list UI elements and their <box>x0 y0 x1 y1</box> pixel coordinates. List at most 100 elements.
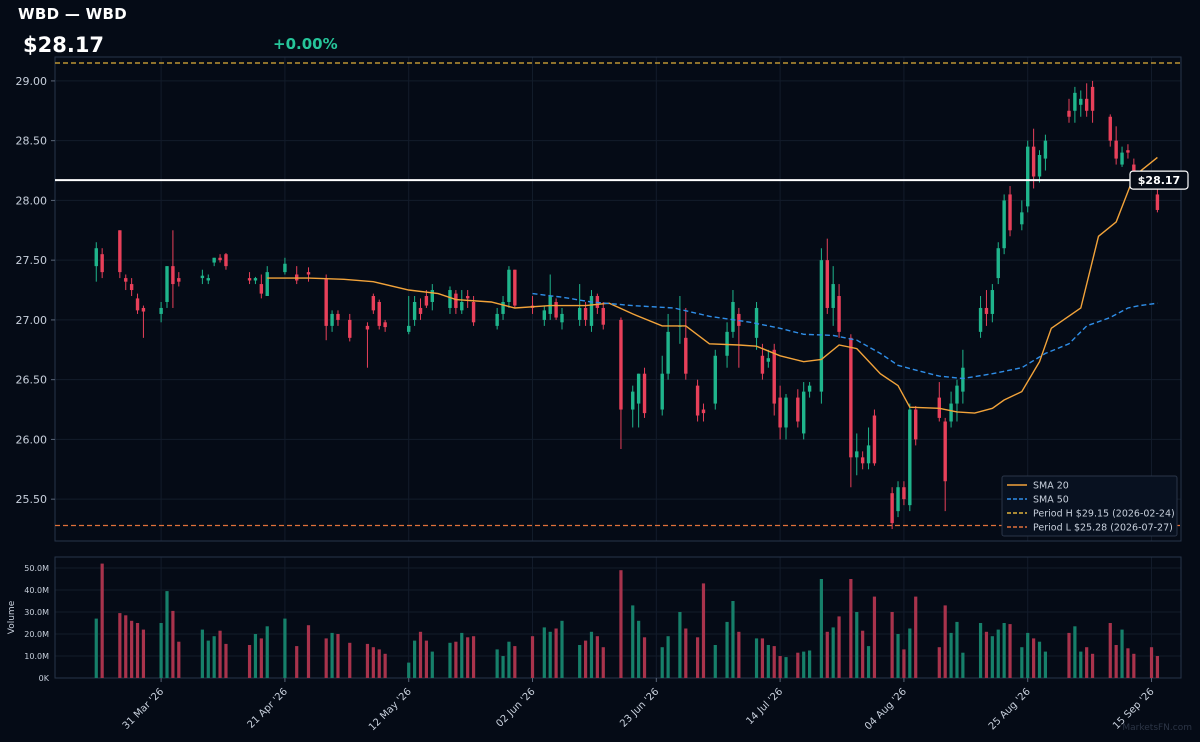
candle-body <box>247 278 252 281</box>
candle-body <box>1120 152 1124 165</box>
legend-label: Period H $29.15 (2026-02-24) <box>1033 509 1175 520</box>
candle-body <box>778 397 782 428</box>
volume-bar <box>1067 632 1071 678</box>
candle-body <box>348 319 352 338</box>
volume-bar <box>802 651 806 678</box>
price-tick-label: 28.50 <box>16 135 48 148</box>
candle-body <box>961 367 965 392</box>
volume-bar <box>141 629 146 678</box>
candle-body <box>253 278 258 281</box>
candle-body <box>825 260 829 308</box>
candle-body <box>165 266 169 302</box>
volume-bar <box>589 631 594 678</box>
candle-body <box>636 373 641 404</box>
volume-bar <box>1002 623 1006 678</box>
volume-bar <box>130 620 134 678</box>
candle-body <box>1079 98 1083 105</box>
volume-axis-label: Volume <box>7 600 17 634</box>
volume-bar <box>914 596 918 678</box>
volume-bar <box>177 641 181 678</box>
volume-tick-label: 40.0M <box>24 586 49 595</box>
volume-bar <box>1126 648 1130 678</box>
price-tick-label: 28.00 <box>16 194 48 207</box>
volume-bar <box>513 646 517 678</box>
volume-bar <box>124 615 128 678</box>
candle-body <box>695 385 700 416</box>
volume-bar <box>1090 653 1095 678</box>
volume-bar <box>224 643 228 678</box>
candle-body <box>631 391 635 410</box>
candle-body <box>542 310 547 320</box>
candle-body <box>943 421 947 482</box>
candle-body <box>784 397 788 428</box>
volume-bar <box>660 647 664 678</box>
candle-body <box>377 301 381 326</box>
legend-label: Period L $25.28 (2026-07-27) <box>1033 523 1173 534</box>
volume-bar <box>1079 651 1083 678</box>
candle-body <box>802 391 806 434</box>
volume-bar <box>902 649 906 678</box>
volume-bar <box>731 601 735 678</box>
candle-body <box>601 307 605 325</box>
candle-body <box>159 307 163 314</box>
candle-body <box>507 269 511 302</box>
grid-layer <box>55 57 1181 679</box>
volume-bar <box>1155 656 1160 678</box>
candle-body <box>766 358 771 362</box>
candle-body <box>135 298 140 311</box>
volume-bar <box>247 645 252 678</box>
volume-tick-label: 50.0M <box>24 564 49 573</box>
x-tick-label: 02 Jun '26 <box>494 686 537 729</box>
candle-body <box>896 487 900 512</box>
candle-body <box>1067 110 1071 117</box>
volume-bar <box>855 612 859 678</box>
candle-body <box>660 373 664 410</box>
volume-bar <box>849 579 853 678</box>
last-price-tag <box>1129 170 1189 190</box>
candle-body <box>454 293 458 308</box>
volume-bar <box>772 646 776 678</box>
volume-bar <box>501 656 505 678</box>
candle-body <box>1114 140 1118 159</box>
candle-body <box>577 307 582 320</box>
volume-bar <box>943 605 947 678</box>
candle-body <box>118 230 122 273</box>
volume-bar <box>796 652 800 678</box>
volume-bar <box>937 647 941 678</box>
volume-bar <box>306 625 311 678</box>
candle-body <box>837 296 841 332</box>
candle-body <box>471 301 476 323</box>
candle-body <box>866 445 871 464</box>
volume-bar <box>495 649 499 678</box>
volume-bar <box>1073 626 1077 678</box>
candle-body <box>978 307 983 332</box>
volume-bar <box>1114 645 1118 678</box>
volume-bar <box>324 638 328 678</box>
candle-body <box>1126 150 1130 153</box>
candle-body <box>560 313 564 323</box>
candle-body <box>1155 194 1160 210</box>
candle-body <box>324 278 328 326</box>
volume-bar <box>1120 629 1124 678</box>
candle-body <box>129 284 134 291</box>
candle-body <box>908 409 912 506</box>
volume-tick-label: 10.0M <box>24 652 49 661</box>
volume-bar <box>631 605 635 678</box>
x-tick-label: 04 Aug '26 <box>863 686 909 732</box>
volume-bar <box>206 640 210 678</box>
volume-bar <box>454 641 458 678</box>
volume-bar <box>118 613 122 678</box>
candle-body <box>418 307 423 314</box>
x-tick-label: 14 Jul '26 <box>744 686 785 727</box>
candle-body <box>495 313 499 326</box>
volume-bar <box>1037 641 1042 678</box>
candle-body <box>460 301 464 311</box>
volume-bar <box>961 652 965 678</box>
volume-tick-label: 30.0M <box>24 608 49 617</box>
volume-bar <box>978 623 983 678</box>
volume-bar <box>253 634 258 678</box>
volume-bar <box>100 563 104 678</box>
volume-bar <box>165 591 169 678</box>
volume-bar <box>695 637 700 678</box>
legend[interactable]: SMA 20 SMA 50 Period H $29.15 (2026-02-24)… <box>1001 475 1178 537</box>
